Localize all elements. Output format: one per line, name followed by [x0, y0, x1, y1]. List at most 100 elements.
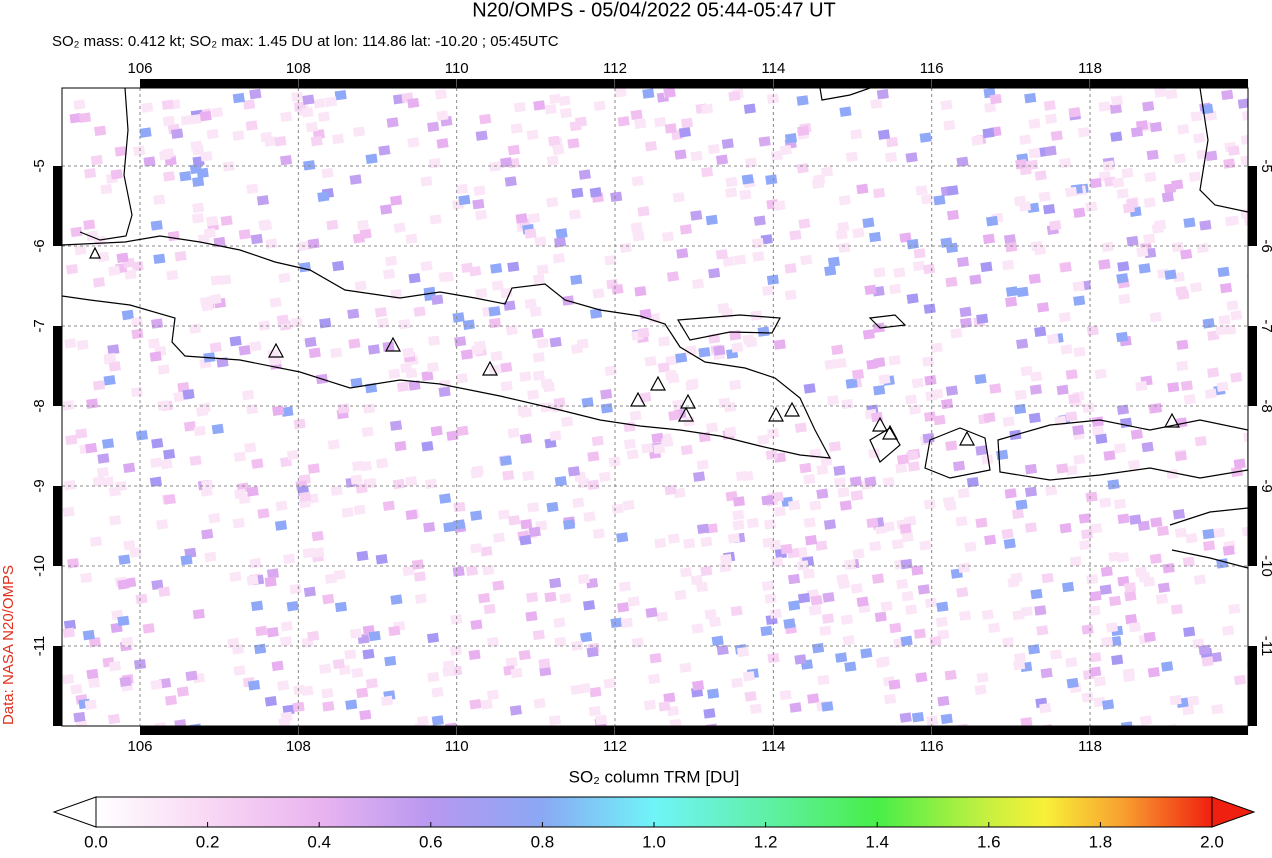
- pixel: [354, 280, 367, 292]
- pixel: [810, 595, 823, 606]
- pixel: [486, 636, 500, 648]
- pixel: [465, 565, 479, 577]
- pixel: [553, 397, 566, 408]
- pixel: [692, 471, 706, 482]
- pixel: [356, 219, 370, 231]
- pixel: [889, 622, 902, 634]
- pixel: [1065, 657, 1078, 668]
- pixel: [1230, 372, 1243, 383]
- pixel: [797, 125, 810, 137]
- pixel: [246, 183, 259, 194]
- pixel: [1117, 261, 1130, 272]
- pixel: [981, 609, 994, 620]
- pixel: [1007, 577, 1020, 588]
- pixel: [349, 174, 362, 185]
- pixel: [1001, 528, 1014, 540]
- pixel: [356, 687, 369, 699]
- pixel: [1218, 314, 1231, 326]
- pixel: [634, 286, 647, 297]
- pixel: [193, 425, 206, 437]
- pixel: [84, 168, 97, 179]
- pixel: [1093, 676, 1106, 687]
- pixel: [234, 488, 247, 500]
- pixel: [182, 389, 195, 400]
- pixel: [569, 120, 582, 132]
- pixel: [1116, 273, 1129, 284]
- pixel: [651, 432, 664, 444]
- lon-label: 118: [1078, 60, 1102, 77]
- pixel: [536, 338, 549, 349]
- pixel: [443, 521, 456, 533]
- lat-label: -7: [1258, 319, 1272, 332]
- pixel: [529, 306, 542, 317]
- pixel: [700, 103, 714, 115]
- pixel: [572, 497, 585, 508]
- pixel: [870, 411, 884, 423]
- pixel: [952, 460, 966, 472]
- pixel: [871, 573, 885, 584]
- pixel: [389, 420, 403, 431]
- pixel: [163, 449, 176, 460]
- pixel: [490, 350, 503, 362]
- pixel: [813, 174, 826, 185]
- pixel: [743, 103, 756, 114]
- pixel: [648, 673, 661, 685]
- pixel: [93, 235, 106, 247]
- pixel: [192, 202, 205, 214]
- pixel: [1141, 441, 1154, 453]
- pixel: [622, 500, 635, 511]
- pixel: [250, 233, 263, 245]
- pixel: [527, 389, 540, 400]
- pixel: [201, 301, 214, 312]
- pixel: [773, 506, 786, 517]
- pixel: [906, 293, 919, 304]
- pixel: [1043, 203, 1056, 215]
- pixel: [458, 194, 471, 206]
- pixel: [70, 683, 83, 695]
- lon-label: 114: [761, 60, 785, 77]
- pixel: [1030, 371, 1043, 382]
- pixel: [1086, 325, 1099, 336]
- pixel: [209, 293, 222, 305]
- pixel: [926, 715, 939, 726]
- pixel: [420, 260, 433, 272]
- pixel: [198, 402, 211, 413]
- pixel: [1240, 134, 1248, 145]
- pixel: [663, 88, 676, 99]
- pixel: [1091, 425, 1105, 436]
- pixel: [197, 233, 211, 245]
- pixel: [923, 263, 936, 275]
- pixel: [133, 145, 146, 157]
- pixel: [819, 625, 832, 636]
- pixel: [760, 625, 773, 637]
- pixel: [1156, 525, 1170, 537]
- pixel: [1059, 522, 1072, 534]
- pixel: [162, 171, 176, 182]
- pixel: [922, 356, 935, 367]
- pixel: [653, 443, 666, 454]
- pixel: [96, 466, 109, 478]
- pixel: [922, 432, 935, 444]
- pixel: [833, 465, 846, 476]
- pixel: [510, 667, 523, 679]
- pixel: [150, 457, 163, 468]
- pixel: [593, 100, 606, 112]
- pixel: [964, 541, 977, 553]
- pixel: [917, 584, 930, 595]
- pixel: [117, 579, 130, 590]
- pixel: [97, 251, 110, 263]
- pixel: [761, 494, 774, 506]
- pixel: [924, 597, 938, 608]
- pixel: [959, 317, 973, 329]
- pixel: [174, 719, 187, 726]
- lat-label: -8: [31, 399, 48, 412]
- pixel: [700, 536, 713, 548]
- pixel: [821, 613, 835, 624]
- pixel: [1073, 346, 1086, 358]
- pixel: [279, 636, 293, 647]
- pixel: [1089, 666, 1102, 677]
- pixel: [771, 491, 784, 503]
- pixel: [976, 313, 989, 325]
- pixel: [173, 391, 186, 403]
- pixel: [1240, 154, 1248, 166]
